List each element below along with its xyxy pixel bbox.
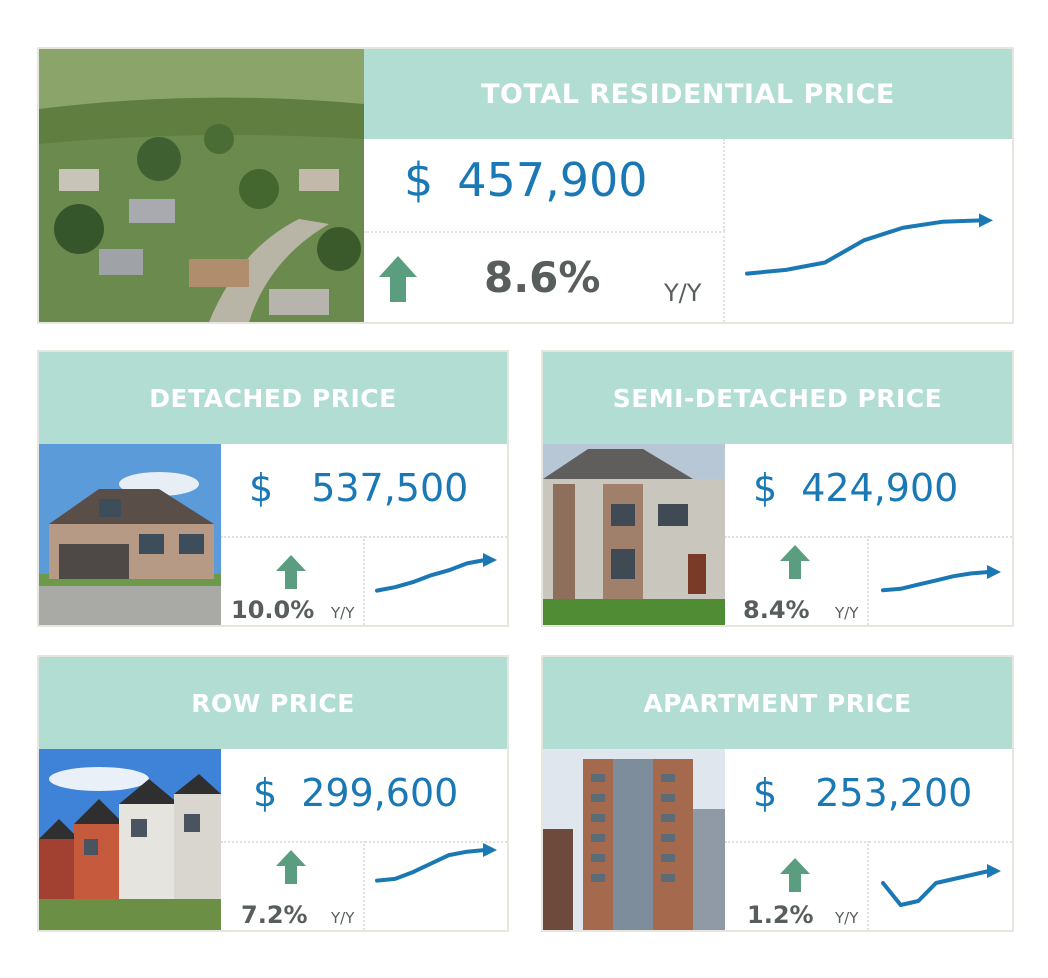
semi-detached-change-cell: 8.4% Y/Y: [725, 536, 869, 625]
detached-card: DETACHED PRICE $ 537,500 10.0% Y/Y: [37, 350, 509, 627]
price-value: 424,900: [801, 466, 959, 510]
up-arrow-icon: [276, 555, 306, 589]
apartment-change-percent: 1.2%: [747, 901, 814, 929]
apartment-change-unit: Y/Y: [835, 909, 859, 927]
trend-line: [375, 558, 487, 593]
total-residential-card: TOTAL RESIDENTIAL PRICE $ 457,900 8.6% Y…: [37, 47, 1014, 324]
currency-symbol: $: [253, 771, 278, 815]
price-value: 253,200: [815, 771, 973, 815]
detached-price-cell: $ 537,500: [221, 444, 507, 536]
row-house-photo: [39, 749, 221, 930]
apartment-header: APARTMENT PRICE: [543, 657, 1012, 749]
price-value: 457,900: [457, 153, 648, 207]
row-change-unit: Y/Y: [331, 909, 355, 927]
total-price-cell: $ 457,900: [364, 139, 725, 231]
row-trend-sparkline: [375, 843, 497, 883]
up-arrow-icon: [276, 850, 306, 884]
currency-symbol: $: [404, 153, 434, 207]
trend-line: [881, 570, 991, 593]
detached-change-unit: Y/Y: [331, 604, 355, 622]
total-price: $ 457,900: [404, 153, 648, 207]
total-change-cell: 8.6% Y/Y: [364, 231, 725, 322]
semi-detached-house-photo: [543, 444, 725, 625]
detached-price: $ 537,500: [249, 466, 468, 510]
total-change-unit: Y/Y: [664, 279, 702, 307]
up-arrow-icon: [780, 858, 810, 892]
total-trend-sparkline: [745, 213, 993, 276]
trend-line: [745, 218, 983, 276]
semi-detached-card: SEMI-DETACHED PRICE $ 424,900 8.4% Y/Y: [541, 350, 1014, 627]
currency-symbol: $: [753, 771, 778, 815]
semi-detached-trend-sparkline: [881, 565, 1001, 593]
row-trend-cell: [365, 841, 507, 930]
detached-trend-sparkline: [375, 553, 497, 593]
apartment-change-cell: 1.2% Y/Y: [725, 841, 869, 930]
apartment-trend-sparkline: [881, 864, 1001, 907]
row-title: ROW PRICE: [191, 688, 355, 718]
apartment-price: $ 253,200: [753, 771, 972, 815]
semi-detached-price: $ 424,900: [753, 466, 958, 510]
trend-arrowhead: [979, 213, 993, 228]
total-change-percent: 8.6%: [484, 253, 601, 302]
trend-arrowhead: [483, 553, 497, 567]
semi-detached-title: SEMI-DETACHED PRICE: [612, 383, 943, 413]
semi-detached-trend-cell: [869, 536, 1012, 625]
semi-detached-header: SEMI-DETACHED PRICE: [543, 352, 1012, 444]
up-arrow-icon: [780, 545, 810, 579]
total-residential-header: TOTAL RESIDENTIAL PRICE: [364, 49, 1012, 139]
row-price: $ 299,600: [253, 771, 458, 815]
apartment-title: APARTMENT PRICE: [643, 688, 912, 718]
apartment-building-photo: [543, 749, 725, 930]
apartment-price-cell: $ 253,200: [725, 749, 1012, 841]
detached-change-cell: 10.0% Y/Y: [221, 536, 365, 625]
trend-arrowhead: [987, 565, 1001, 579]
total-residential-title: TOTAL RESIDENTIAL PRICE: [481, 78, 895, 110]
trend-line: [881, 869, 991, 907]
up-arrow-icon: [379, 256, 417, 302]
row-price-cell: $ 299,600: [221, 749, 507, 841]
trend-line: [375, 848, 487, 883]
detached-header: DETACHED PRICE: [39, 352, 507, 444]
apartment-card: APARTMENT PRICE $ 253,200: [541, 655, 1014, 932]
row-header: ROW PRICE: [39, 657, 507, 749]
trend-arrowhead: [483, 843, 497, 857]
detached-house-photo: [39, 444, 221, 625]
aerial-neighbourhood-photo: [39, 49, 364, 322]
apartment-trend-cell: [869, 841, 1012, 930]
detached-trend-cell: [365, 536, 507, 625]
semi-detached-change-unit: Y/Y: [835, 604, 859, 622]
row-card: ROW PRICE $ 299,600 7.2% Y/: [37, 655, 509, 932]
currency-symbol: $: [753, 466, 778, 510]
semi-detached-price-cell: $ 424,900: [725, 444, 1012, 536]
trend-arrowhead: [987, 864, 1001, 878]
price-value: 537,500: [311, 466, 469, 510]
detached-change-percent: 10.0%: [231, 596, 315, 624]
currency-symbol: $: [249, 466, 274, 510]
price-value: 299,600: [301, 771, 459, 815]
detached-title: DETACHED PRICE: [149, 383, 397, 413]
row-change-cell: 7.2% Y/Y: [221, 841, 365, 930]
row-change-percent: 7.2%: [241, 901, 308, 929]
semi-detached-change-percent: 8.4%: [743, 596, 810, 624]
